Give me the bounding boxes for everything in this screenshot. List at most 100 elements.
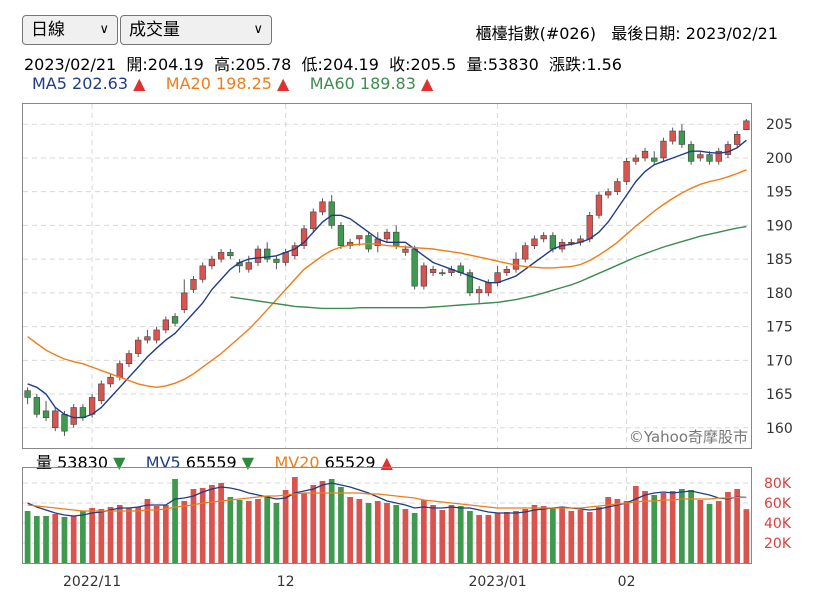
- price-tick-label: 205: [766, 117, 793, 133]
- volume-bar: [24, 511, 31, 563]
- candle: [531, 235, 538, 250]
- volume-bar: [135, 507, 142, 563]
- candle: [273, 255, 280, 270]
- price-tick-label: 200: [766, 151, 793, 167]
- candle: [660, 137, 667, 162]
- indicator-select[interactable]: 成交量 ∨: [120, 15, 272, 45]
- candle: [52, 407, 59, 432]
- candle: [669, 127, 676, 145]
- candle: [42, 400, 50, 422]
- volume-bar: [513, 511, 519, 563]
- candle: [208, 255, 216, 270]
- volume-bar: [282, 490, 289, 563]
- change-label: 漲跌:: [548, 55, 587, 74]
- volume-bar: [107, 507, 114, 563]
- candle: [227, 249, 234, 260]
- volume-bar: [33, 516, 40, 563]
- volume-bar: [430, 505, 436, 563]
- volume-bar: [181, 501, 188, 563]
- period-select[interactable]: 日線 ∨: [22, 15, 118, 45]
- volume-tick-label: 60K: [764, 496, 792, 512]
- candle: [24, 387, 31, 405]
- volume-bar: [98, 509, 105, 563]
- volume-bar: [227, 497, 234, 563]
- volume-bar: [190, 489, 197, 563]
- volume-bar: [531, 505, 538, 563]
- low-value: 204.19: [322, 55, 379, 74]
- candle: [135, 336, 142, 357]
- chevron-down-icon: ∨: [99, 22, 109, 37]
- candle: [623, 157, 630, 185]
- volume-bar: [550, 508, 556, 563]
- candle: [70, 404, 77, 428]
- candle: [512, 252, 520, 273]
- candle: [540, 232, 547, 243]
- candle: [651, 151, 658, 165]
- chart-header: 櫃檯指數(#026) 最後日期: 2023/02/21: [476, 20, 778, 44]
- candle: [217, 249, 225, 263]
- x-tick-label: 12: [277, 574, 295, 590]
- volume-bar: [153, 506, 160, 563]
- candle: [614, 178, 621, 196]
- candle: [429, 265, 437, 276]
- price-tick-label: 180: [766, 286, 793, 302]
- candle: [383, 228, 391, 243]
- volume-bar: [199, 488, 206, 563]
- x-tick-label: 02: [618, 574, 636, 590]
- volume-bars: [24, 477, 750, 563]
- mv20-line: [27, 492, 747, 512]
- open-value: 204.19: [147, 55, 204, 74]
- candle: [98, 380, 105, 405]
- x-tick-label: 2022/11: [63, 574, 121, 590]
- volume-tick-label: 80K: [764, 476, 792, 492]
- candle: [706, 151, 713, 165]
- candle: [346, 238, 354, 250]
- ma-lines: [27, 139, 747, 419]
- volume-frame: [22, 467, 752, 564]
- volume-bar: [632, 486, 639, 563]
- price-grid: [23, 104, 751, 448]
- volume-tick-label: 40K: [764, 516, 792, 532]
- volume-bar: [642, 491, 648, 563]
- candle: [291, 242, 299, 260]
- ma60-legend: MA60 189.83 ▲: [309, 74, 434, 93]
- volume-bar: [697, 500, 704, 563]
- volume-bar: [70, 516, 77, 563]
- volume-bar: [503, 512, 510, 563]
- volume-tick-label: 20K: [764, 536, 792, 552]
- candle: [475, 286, 483, 303]
- candle: [734, 130, 741, 148]
- candle: [605, 188, 612, 199]
- volume-bar: [651, 495, 658, 563]
- price-frame: [22, 103, 752, 449]
- volume-bar: [218, 483, 224, 563]
- candle: [264, 242, 271, 263]
- volume-bar: [457, 506, 464, 563]
- candle: [153, 326, 160, 344]
- watermark: ©Yahoo奇摩股市: [629, 428, 748, 446]
- volume-bar: [144, 499, 151, 563]
- volume-bar: [448, 505, 455, 563]
- volume-bar: [384, 503, 390, 563]
- candle: [595, 191, 603, 219]
- candle: [743, 118, 750, 130]
- volume-bar: [162, 505, 169, 563]
- open-label: 開:: [126, 55, 148, 74]
- candle: [687, 141, 695, 165]
- x-tick-label: 2023/01: [468, 574, 526, 590]
- volume-bar: [725, 492, 731, 563]
- volume-label: 量:: [466, 55, 488, 74]
- volume-bar: [264, 496, 271, 563]
- candle: [411, 245, 418, 290]
- volume-bar: [734, 489, 741, 563]
- volume-bar: [255, 499, 261, 563]
- volume-bar: [61, 517, 68, 563]
- volume-bar: [623, 501, 630, 563]
- volume-bar: [80, 511, 86, 563]
- volume-bar: [291, 477, 298, 563]
- candle: [190, 276, 197, 293]
- volume-bar: [411, 513, 418, 563]
- candle: [162, 316, 169, 334]
- candle: [503, 265, 510, 276]
